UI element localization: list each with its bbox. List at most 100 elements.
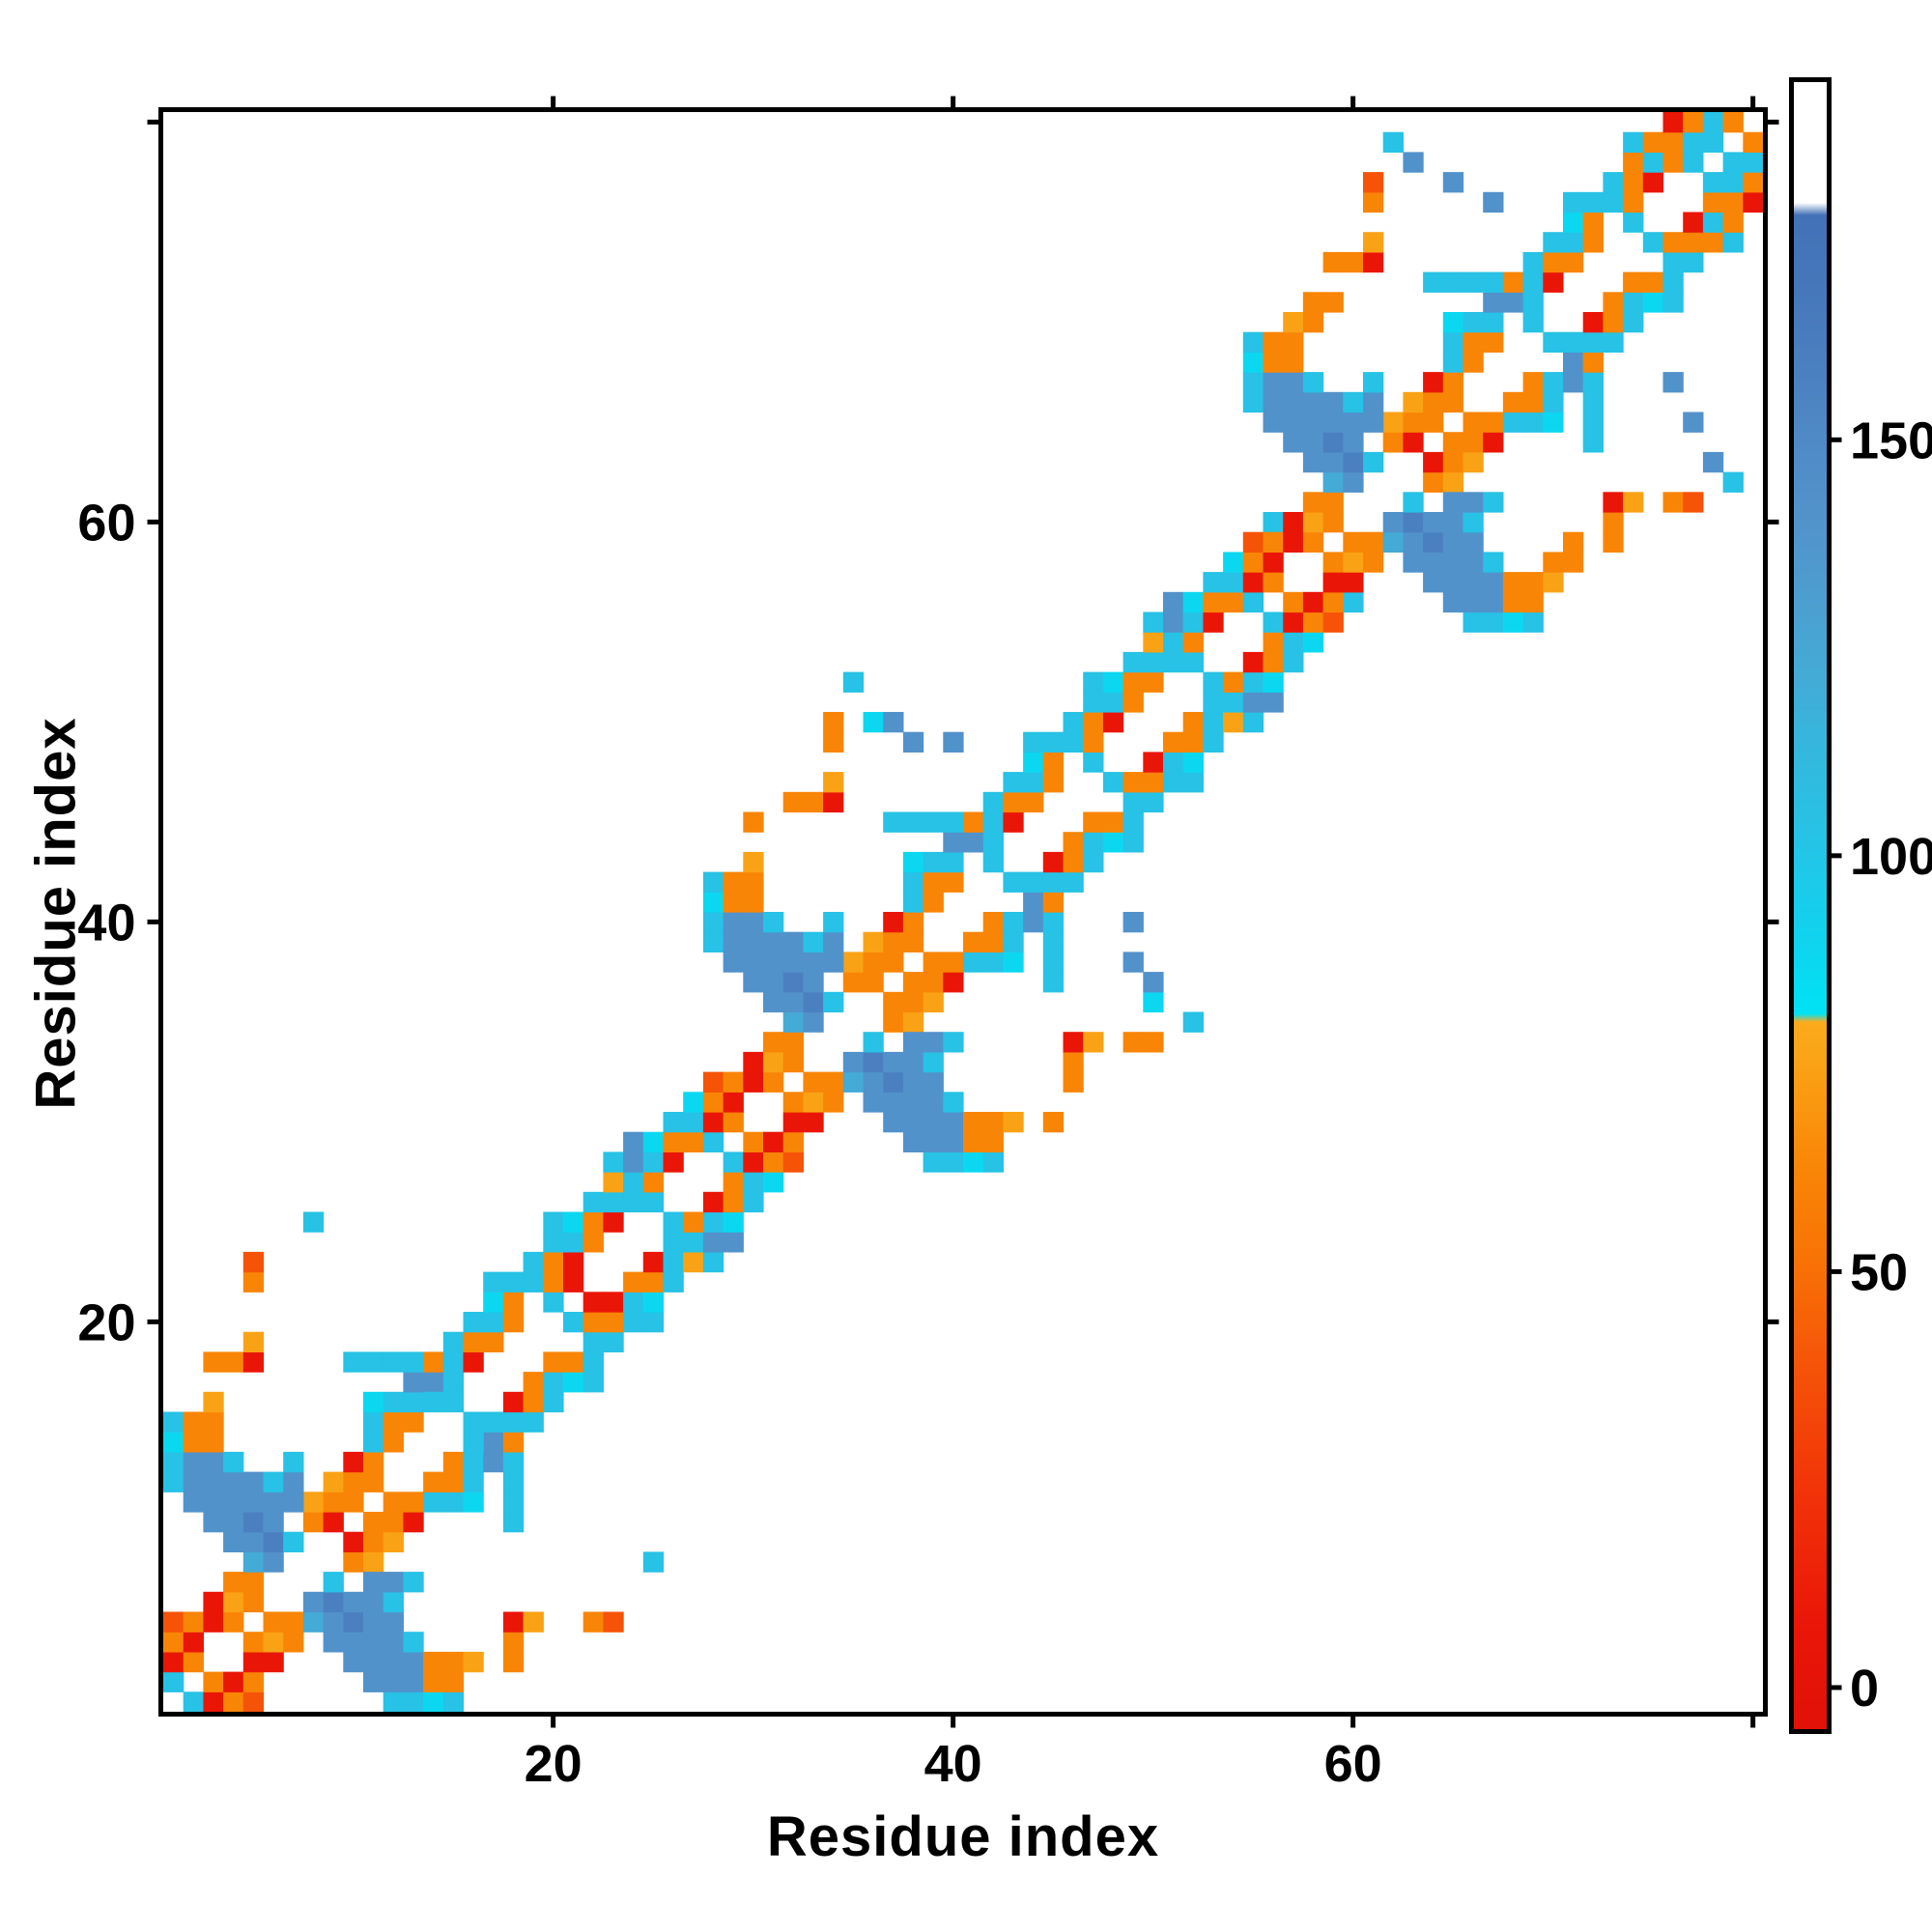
heatmap-cell — [423, 1691, 444, 1713]
heatmap-cell — [1582, 372, 1604, 393]
heatmap-cell — [1203, 572, 1224, 593]
heatmap-cell — [1623, 292, 1644, 313]
heatmap-cell — [1463, 352, 1484, 373]
heatmap-cell — [1463, 611, 1484, 633]
heatmap-cell — [1483, 591, 1504, 613]
heatmap-cell — [743, 811, 764, 833]
heatmap-cell — [263, 1471, 284, 1492]
heatmap-cell — [1522, 572, 1544, 593]
heatmap-cell — [543, 1251, 564, 1273]
heatmap-cell — [1642, 131, 1664, 153]
heatmap-cell — [923, 1032, 944, 1053]
heatmap-cell — [1642, 292, 1664, 313]
heatmap-cell — [163, 1611, 185, 1633]
heatmap-cell — [343, 1471, 364, 1492]
heatmap-cell — [442, 1331, 465, 1352]
heatmap-cell — [1102, 772, 1124, 793]
heatmap-cell — [1403, 412, 1424, 433]
heatmap-cell — [1563, 191, 1584, 213]
heatmap-cell — [663, 1151, 684, 1173]
heatmap-cell — [442, 1351, 465, 1373]
heatmap-cell — [943, 972, 964, 993]
heatmap-cell — [763, 1071, 784, 1093]
heatmap-cell — [1483, 412, 1504, 433]
heatmap-cell — [523, 1372, 544, 1393]
heatmap-cell — [982, 811, 1004, 833]
heatmap-cell — [463, 1312, 484, 1333]
heatmap-cell — [1423, 471, 1444, 493]
heatmap-cell — [442, 1651, 465, 1673]
heatmap-cell — [1163, 611, 1184, 633]
heatmap-cell — [563, 1271, 584, 1293]
heatmap-cell — [963, 931, 984, 952]
heatmap-cell — [502, 1271, 525, 1293]
heatmap-cell — [963, 1112, 984, 1133]
heatmap-cell — [702, 1211, 724, 1233]
heatmap-cell — [943, 1131, 964, 1152]
heatmap-cell — [1543, 271, 1564, 293]
heatmap-cell — [743, 952, 764, 973]
heatmap-cell — [1543, 412, 1564, 433]
heatmap-cell — [1102, 811, 1124, 833]
heatmap-cell — [1242, 671, 1264, 693]
x-tick-label: 60 — [1324, 1735, 1382, 1793]
heatmap-cell — [1662, 372, 1684, 393]
heatmap-cell — [1163, 731, 1184, 753]
heatmap-cell — [842, 952, 865, 973]
heatmap-cell — [483, 1271, 504, 1293]
heatmap-cell — [1023, 731, 1044, 753]
heatmap-cell — [1603, 312, 1624, 333]
heatmap-cell — [1242, 712, 1264, 733]
heatmap-cell — [223, 1572, 244, 1593]
heatmap-cell — [183, 1451, 204, 1473]
heatmap-cell — [883, 912, 904, 933]
heatmap-cell — [1603, 492, 1624, 513]
heatmap-cell — [242, 1551, 265, 1573]
heatmap-cell — [523, 1411, 544, 1433]
heatmap-cell — [1122, 772, 1144, 793]
heatmap-cell — [1463, 312, 1484, 333]
heatmap-cell — [1003, 931, 1024, 952]
heatmap-cell — [823, 712, 844, 733]
heatmap-cell — [283, 1632, 304, 1653]
heatmap-cell — [1423, 512, 1444, 533]
heatmap-cell — [1083, 712, 1104, 733]
heatmap-cell — [1083, 731, 1104, 753]
heatmap-cell — [1662, 152, 1684, 173]
heatmap-cell — [1322, 451, 1344, 473]
heatmap-cell — [363, 1632, 384, 1653]
heatmap-cell — [1423, 572, 1444, 593]
heatmap-cell — [163, 1651, 185, 1673]
heatmap-cell — [323, 1512, 344, 1533]
heatmap-cell — [1662, 492, 1684, 513]
heatmap-cell — [383, 1492, 404, 1513]
heatmap-cell — [1743, 172, 1764, 193]
heatmap-cell — [563, 1372, 584, 1393]
heatmap-cell — [1563, 372, 1584, 393]
heatmap-cell — [1283, 312, 1304, 333]
heatmap-cell — [502, 1651, 525, 1673]
heatmap-cell — [1003, 811, 1024, 833]
heatmap-cell — [1623, 172, 1644, 193]
heatmap-cell — [563, 1351, 584, 1373]
heatmap-cell — [1343, 591, 1364, 613]
heatmap-cell — [1182, 632, 1204, 653]
heatmap-cell — [263, 1651, 284, 1673]
heatmap-cell — [1283, 632, 1304, 653]
heatmap-cell — [642, 1312, 665, 1333]
heatmap-cell — [1382, 432, 1404, 453]
heatmap-cell — [1182, 712, 1204, 733]
heatmap-cell — [1463, 552, 1484, 573]
heatmap-cell — [1143, 632, 1164, 653]
heatmap-cell — [1283, 591, 1304, 613]
heatmap-cell — [723, 1211, 744, 1233]
heatmap-cell — [1302, 412, 1324, 433]
heatmap-cell — [403, 1572, 424, 1593]
heatmap-cell — [1522, 372, 1544, 393]
heatmap-cell — [283, 1611, 304, 1633]
heatmap-cell — [743, 912, 764, 933]
heatmap-cell — [1502, 572, 1524, 593]
heatmap-cell — [442, 1471, 465, 1492]
heatmap-cell — [782, 952, 804, 973]
heatmap-cell — [1662, 251, 1684, 273]
